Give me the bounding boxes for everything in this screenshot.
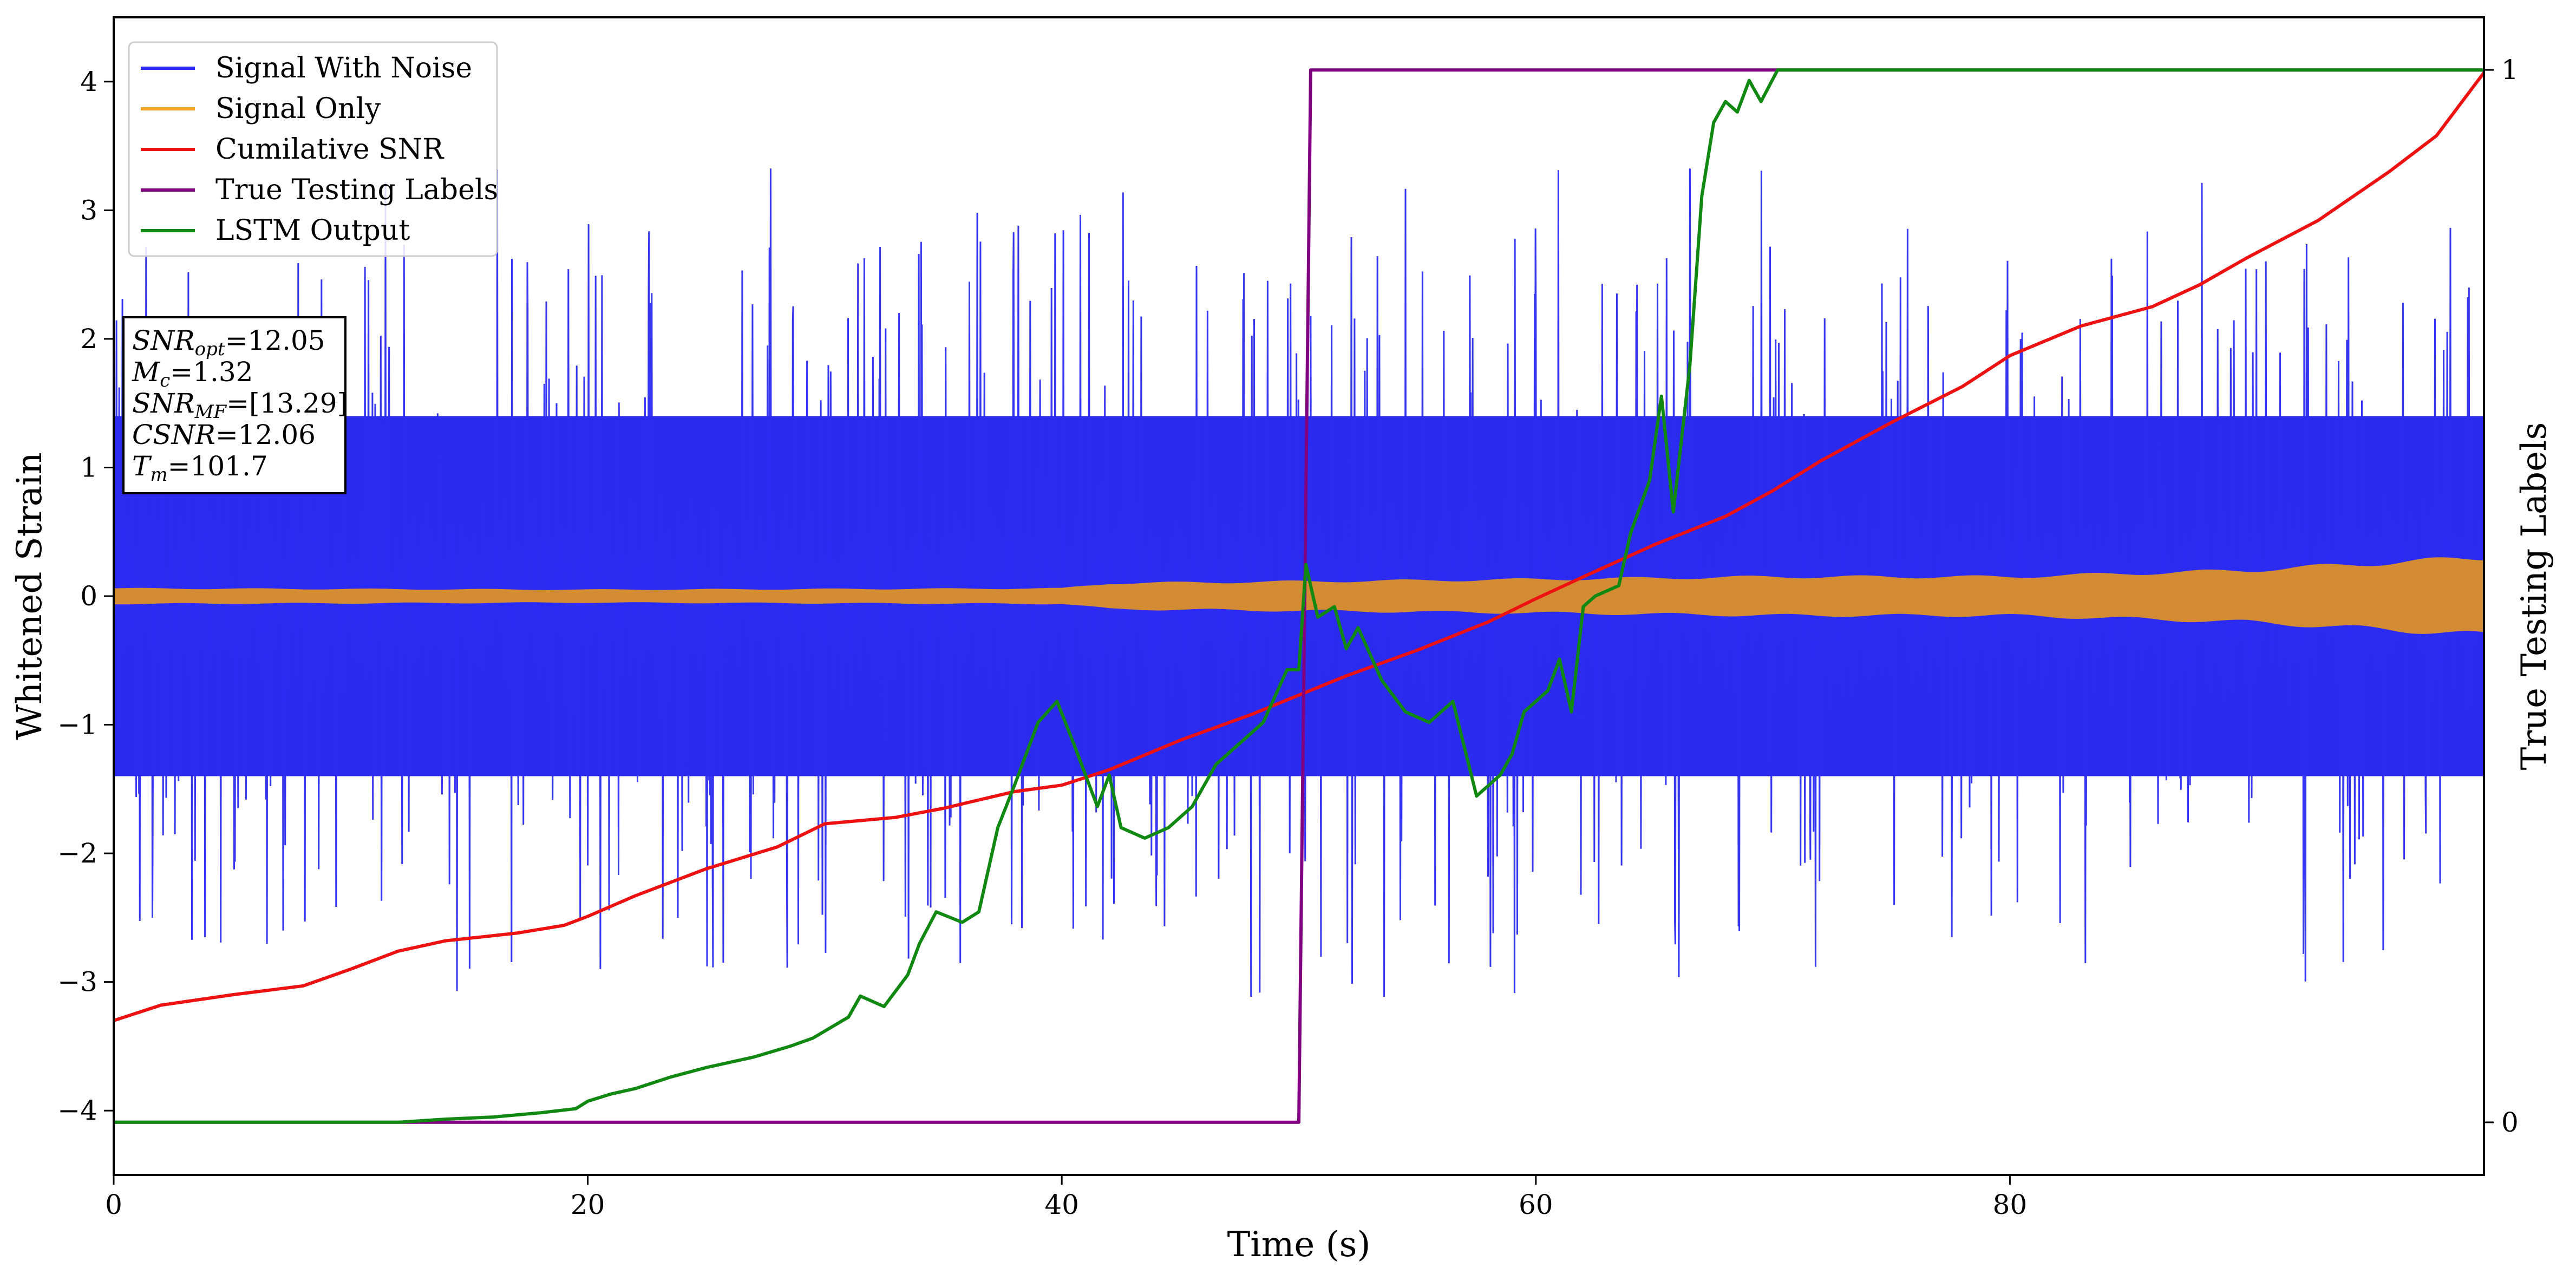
y2-tick-label: 0 xyxy=(2501,1107,2519,1138)
signal-only-layer xyxy=(114,557,2484,634)
series-lstm-output xyxy=(114,68,2484,1124)
x-axis-label: Time (s) xyxy=(1227,1225,1371,1265)
y-tick-label: −1 xyxy=(57,709,97,741)
y-tick-label: 3 xyxy=(80,194,97,226)
legend-label-signal-only: Signal Only xyxy=(215,93,381,125)
info-line-snr-opt: SNRopt=12.05 xyxy=(132,325,325,360)
x-tick-label: 0 xyxy=(105,1189,122,1220)
info-box-frame xyxy=(122,316,346,494)
y-tick-label: −4 xyxy=(57,1095,97,1126)
y-tick-label: −3 xyxy=(57,966,97,998)
legend-label-true-testing-labels: True Testing Labels xyxy=(215,174,498,206)
series-cumilative-snr xyxy=(114,71,2484,1022)
legend-label-signal-with-noise: Signal With Noise xyxy=(215,52,472,84)
y-axis-label: Whitened Strain xyxy=(10,452,50,740)
info-line-m-c: Mc=1.32 xyxy=(132,356,253,391)
y-tick-label: 4 xyxy=(80,66,97,97)
series-signal-with-noise xyxy=(114,168,2484,997)
y-tick-label: 2 xyxy=(80,323,97,355)
info-box: SNRopt=12.05Mc=1.32SNRMF=[13.29]CSNR=12.… xyxy=(122,316,348,494)
legend-box xyxy=(128,41,498,257)
x-tick-label: 80 xyxy=(1993,1189,2028,1220)
y-tick-label: −2 xyxy=(57,838,97,869)
series-lines-layer xyxy=(114,68,2484,1124)
y-tick-label: 0 xyxy=(80,580,97,612)
info-line-csnr: CSNR=12.06 xyxy=(132,419,316,450)
legend-label-cumilative-snr: Cumilative SNR xyxy=(215,133,444,166)
x-tick-label: 40 xyxy=(1044,1189,1079,1220)
x-tick-label: 20 xyxy=(571,1189,605,1220)
y-tick-label: 1 xyxy=(80,452,97,483)
x-tick-label: 60 xyxy=(1519,1189,1553,1220)
legend: Signal With Noise Signal Only Cumilative S… xyxy=(128,41,498,257)
info-line-snr-mf: SNRMF=[13.29] xyxy=(132,388,348,423)
info-line-t-m: Tm=101.7 xyxy=(132,450,268,486)
y2-axis-label: True Testing Labels xyxy=(2514,422,2554,770)
legend-label-lstm-output: LSTM Output xyxy=(215,214,410,247)
y2-tick-label: 1 xyxy=(2501,54,2519,86)
series-signal-only xyxy=(114,557,2484,634)
